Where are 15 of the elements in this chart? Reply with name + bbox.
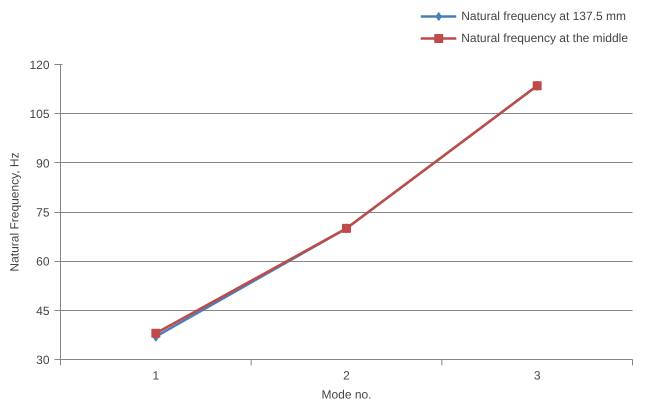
y-tick-label: 30 xyxy=(36,353,50,367)
x-axis-title: Mode no. xyxy=(321,388,372,402)
y-axis-title: Natural Frequency, Hz xyxy=(7,152,22,272)
y-tick-label: 60 xyxy=(36,254,50,269)
x-tick-label: 2 xyxy=(343,368,350,382)
x-tick-label: 3 xyxy=(534,368,541,382)
y-tick-label: 75 xyxy=(36,206,50,220)
x-tick-label: 1 xyxy=(152,368,160,382)
y-tick-label: 120 xyxy=(29,58,50,72)
y-tick-label: 105 xyxy=(29,107,50,122)
y-tick-label: 90 xyxy=(36,156,50,170)
legend-label: Natural frequency at 137.5 mm xyxy=(461,9,626,23)
y-tick-label: 45 xyxy=(36,304,50,318)
legend-label: Natural frequency at the middle xyxy=(461,31,628,45)
point xyxy=(151,328,160,338)
